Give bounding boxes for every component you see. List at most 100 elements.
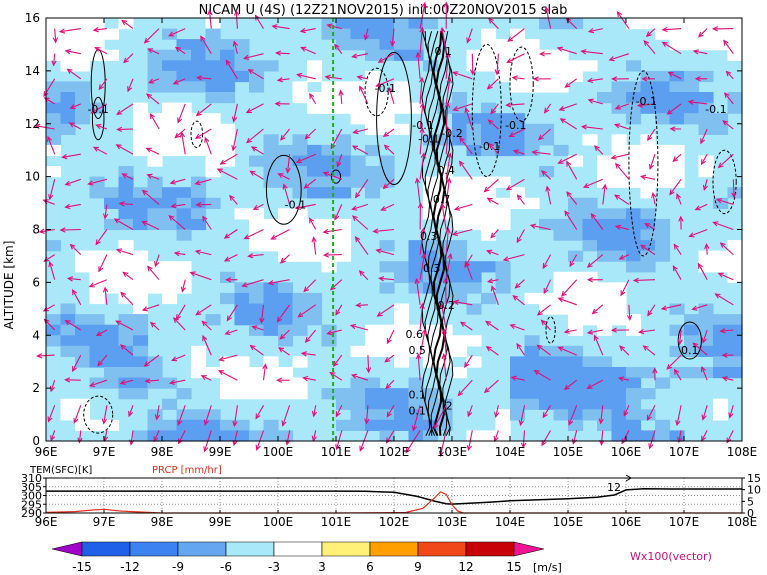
contour-label: 0.6 bbox=[406, 328, 424, 341]
shade-cell bbox=[365, 324, 381, 336]
contour-label: 2 bbox=[446, 399, 453, 412]
shade-cell bbox=[408, 409, 424, 421]
wind-vector bbox=[95, 229, 108, 246]
wind-vector bbox=[94, 47, 108, 55]
contour-loop bbox=[376, 51, 412, 186]
wind-vector bbox=[640, 244, 656, 256]
shade-cell bbox=[727, 356, 743, 368]
shade-cell bbox=[684, 28, 700, 40]
wind-vector bbox=[700, 365, 708, 381]
wind-vector bbox=[51, 53, 57, 67]
wind-vector bbox=[445, 51, 451, 79]
shade-cell bbox=[205, 81, 221, 93]
shade-cell bbox=[365, 92, 381, 104]
panel-x-tick-label: 101E bbox=[321, 515, 352, 529]
shade-cell bbox=[655, 144, 671, 157]
shade-cell bbox=[466, 303, 482, 315]
shade-cell bbox=[133, 144, 149, 157]
shade-cell bbox=[46, 134, 62, 146]
wind-vector bbox=[445, 252, 453, 280]
shade-cell bbox=[278, 176, 294, 188]
wind-vector bbox=[639, 174, 656, 180]
shade-cell bbox=[46, 324, 62, 336]
wind-vector bbox=[717, 272, 734, 281]
shade-cell bbox=[365, 81, 381, 93]
shade-cell bbox=[495, 60, 511, 72]
shade-cell bbox=[365, 388, 381, 400]
wind-vector bbox=[149, 321, 160, 331]
shade-cell bbox=[176, 271, 192, 283]
shade-cell bbox=[104, 367, 120, 379]
shade-cell bbox=[408, 261, 424, 273]
shade-cell bbox=[626, 314, 642, 326]
shade-cell bbox=[365, 144, 381, 157]
shade-cell bbox=[162, 70, 178, 83]
wind-vector bbox=[419, 1, 427, 29]
shade-cell bbox=[727, 367, 743, 379]
wind-vector bbox=[533, 369, 551, 381]
wind-vector bbox=[516, 229, 525, 244]
shade-cell bbox=[75, 314, 91, 326]
shade-cell bbox=[350, 155, 366, 167]
shade-cell bbox=[292, 144, 308, 157]
wind-vector bbox=[611, 76, 629, 82]
shade-cell bbox=[321, 102, 337, 114]
wind-vector bbox=[419, 26, 425, 54]
shade-cell bbox=[611, 377, 627, 389]
shade-cell bbox=[278, 282, 294, 294]
shade-cell bbox=[147, 367, 163, 379]
shade-cell bbox=[350, 419, 366, 431]
shade-cell bbox=[191, 419, 207, 431]
contour-labels: -0.1-0.1-0.1-0.1-0.1 -0.2-0.1-0.1-0.1-0.1… bbox=[87, 45, 726, 418]
shade-cell bbox=[147, 208, 163, 220]
wind-vector bbox=[566, 191, 578, 205]
shade-cell bbox=[655, 430, 671, 442]
wind-vector bbox=[252, 203, 264, 210]
shade-cell bbox=[133, 250, 149, 262]
shade-cell bbox=[655, 113, 671, 125]
shade-cell bbox=[292, 356, 308, 368]
shade-cell bbox=[423, 282, 439, 294]
shade-cell bbox=[452, 335, 468, 347]
wind-vector bbox=[618, 254, 630, 260]
shade-cell bbox=[611, 166, 627, 178]
shade-cell bbox=[495, 282, 511, 294]
shade-cell bbox=[698, 123, 714, 135]
wind-vector bbox=[672, 265, 682, 280]
shade-cell bbox=[60, 92, 76, 104]
wind-vector bbox=[154, 254, 160, 268]
shade-cell bbox=[539, 377, 555, 389]
wind-vector bbox=[419, 252, 427, 280]
left-tick-label: 300 bbox=[21, 490, 42, 503]
shade-cell bbox=[336, 155, 352, 167]
shade-cell bbox=[481, 144, 497, 157]
shade-cell bbox=[162, 81, 178, 93]
shade-cell bbox=[669, 367, 685, 379]
shade-cell bbox=[220, 419, 236, 431]
colorbar-unit: [m/s] bbox=[533, 561, 562, 574]
wind-vector bbox=[59, 227, 81, 233]
shade-cell bbox=[568, 367, 584, 379]
shade-cell bbox=[611, 430, 627, 442]
wind-vector bbox=[141, 189, 160, 205]
shade-cell bbox=[336, 18, 352, 30]
shade-cell bbox=[176, 261, 192, 273]
shade-cell bbox=[176, 187, 192, 199]
shade-cell bbox=[539, 49, 555, 61]
shade-cell bbox=[118, 314, 134, 326]
shade-cell bbox=[307, 144, 323, 157]
shade-cell bbox=[46, 49, 62, 61]
wind-vector bbox=[442, 277, 449, 305]
shade-cell bbox=[278, 335, 294, 347]
shade-cell bbox=[626, 113, 642, 125]
shade-cell bbox=[60, 28, 76, 40]
shade-cell bbox=[191, 345, 207, 357]
shade-cell bbox=[118, 345, 134, 357]
shade-cell bbox=[234, 49, 250, 61]
shade-cell bbox=[336, 218, 352, 231]
shade-cell bbox=[176, 218, 192, 231]
shade-cell bbox=[75, 18, 91, 30]
shade-cell bbox=[437, 166, 453, 178]
shade-cell bbox=[626, 388, 642, 400]
shade-cell bbox=[365, 70, 381, 83]
